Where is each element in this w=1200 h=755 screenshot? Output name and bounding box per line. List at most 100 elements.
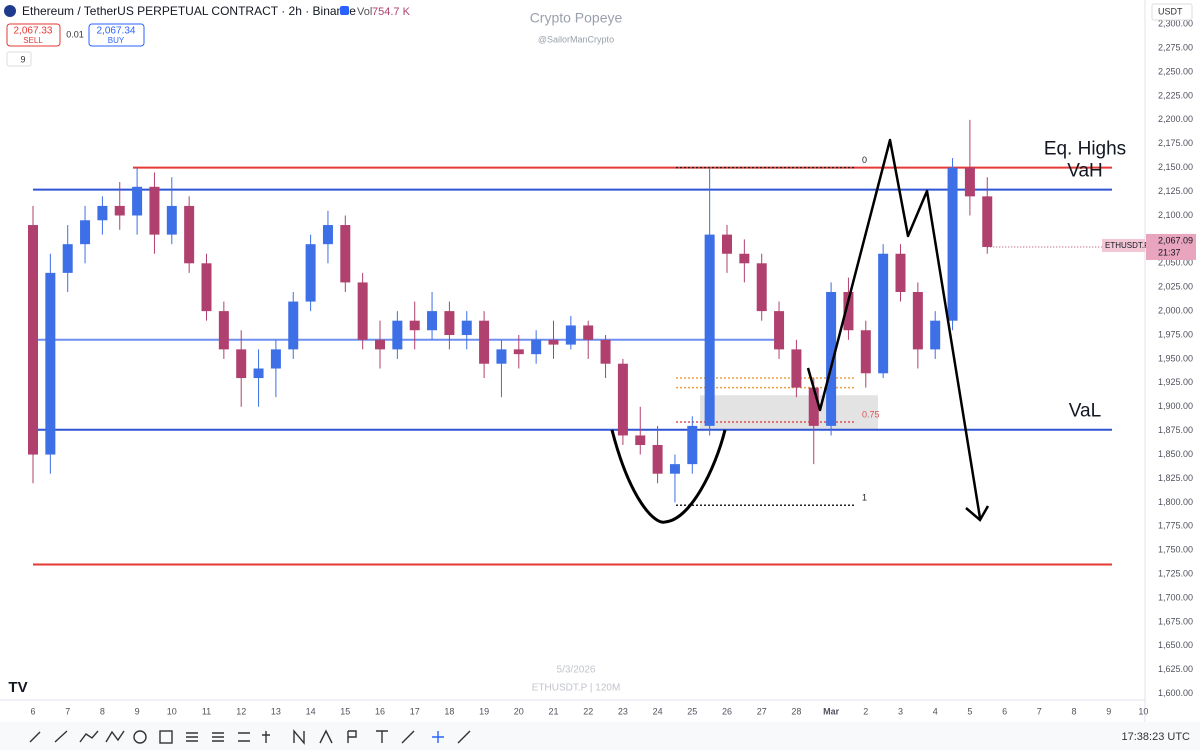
zone <box>700 395 878 430</box>
currency-button[interactable] <box>1151 3 1193 21</box>
y-tick-label: 2,300.00 <box>1158 19 1193 29</box>
x-tick-label: 3 <box>898 706 903 716</box>
x-tick-label: 18 <box>444 706 454 716</box>
candle-body <box>253 368 264 379</box>
x-tick-label: 17 <box>410 706 420 716</box>
x-tick-label: 27 <box>757 706 767 716</box>
indicator-count: 9 <box>20 54 25 64</box>
x-tick-label: 26 <box>722 706 732 716</box>
candle-body <box>774 311 785 350</box>
y-tick-label: 1,625.00 <box>1158 664 1193 674</box>
candle-body <box>652 445 663 474</box>
watermark-title: Crypto Popeye <box>530 10 623 26</box>
symbol-icon <box>4 5 16 17</box>
level-label: Eq. Highs <box>1044 139 1126 160</box>
candle-body <box>947 167 958 321</box>
candle-body <box>62 244 73 273</box>
candle-body <box>617 363 628 436</box>
candle-body <box>496 349 507 364</box>
y-tick-label: 2,100.00 <box>1158 210 1193 220</box>
candle-body <box>288 301 299 350</box>
x-tick-label: 4 <box>933 706 938 716</box>
tool-flag[interactable] <box>347 730 357 743</box>
last-price: 2,067.09 <box>1158 235 1193 245</box>
tool-cursor[interactable] <box>29 731 41 743</box>
candle-body <box>114 205 125 216</box>
tool-brush[interactable] <box>401 730 415 744</box>
buy-button[interactable] <box>88 23 145 47</box>
tool-channel[interactable] <box>212 732 224 742</box>
candle-body <box>444 311 455 336</box>
candle-body <box>201 263 212 312</box>
tool-measure[interactable] <box>457 730 471 744</box>
x-tick-label: 12 <box>236 706 246 716</box>
drawing-tools <box>29 729 471 745</box>
candle-body <box>930 320 941 350</box>
candle-body <box>479 320 490 364</box>
candle-body <box>45 272 56 455</box>
candle-body <box>80 220 91 245</box>
y-tick-label: 2,025.00 <box>1158 282 1193 292</box>
tool-polyline[interactable] <box>79 730 99 743</box>
candle-body <box>97 205 108 221</box>
indicator-toggle[interactable] <box>6 51 32 67</box>
sell-price: 2,067.33 <box>14 26 53 37</box>
x-tick-label: 22 <box>583 706 593 716</box>
x-tick-label: 6 <box>1002 706 1007 716</box>
y-tick-label: 1,900.00 <box>1158 401 1193 411</box>
tool-position[interactable] <box>262 731 270 743</box>
tool-fib[interactable] <box>186 732 198 742</box>
candle-body <box>739 253 750 264</box>
y-tick-label: 1,950.00 <box>1158 353 1193 363</box>
candle-body <box>236 349 247 379</box>
candle-body <box>826 291 837 426</box>
spread: 0.01 <box>66 29 84 39</box>
tool-text[interactable] <box>376 730 388 743</box>
x-tick-label: 20 <box>514 706 524 716</box>
x-tick-label: 15 <box>340 706 350 716</box>
plot: 1,600.00 1,625.00 1,650.00 1,675.00 1,700.00… <box>28 19 1196 716</box>
projection-path <box>806 138 982 519</box>
x-tick-label: 5 <box>967 706 972 716</box>
flag[interactable] <box>340 6 349 15</box>
x-tick-label: 11 <box>202 706 211 716</box>
x-tick-label: 13 <box>271 706 281 716</box>
tool-crosshair[interactable] <box>432 731 444 743</box>
tool-line[interactable] <box>54 730 68 743</box>
candle-body <box>322 225 333 245</box>
tv-logo: TV <box>8 679 27 696</box>
x-tick-label: 10 <box>1138 706 1148 716</box>
fib-label: 0.75 <box>862 409 880 419</box>
candle-body <box>427 311 438 331</box>
level-label: VaH <box>1067 161 1103 182</box>
x-tick-label: 14 <box>306 706 316 716</box>
y-tick-label: 1,750.00 <box>1158 545 1193 555</box>
candle-body <box>878 253 889 374</box>
tool-path[interactable] <box>105 730 125 743</box>
candle-body <box>28 225 38 455</box>
y-tick-label: 1,875.00 <box>1158 425 1193 435</box>
sell-button[interactable] <box>6 23 61 47</box>
candle-body <box>912 291 923 350</box>
tool-circle[interactable] <box>133 730 147 744</box>
candle-body <box>375 339 385 350</box>
tool-range[interactable] <box>238 732 250 742</box>
fib-label: 0 <box>862 155 867 165</box>
symbol-title: Ethereum / TetherUS PERPETUAL CONTRACT ·… <box>22 4 356 18</box>
y-tick-label: 2,175.00 <box>1158 138 1193 148</box>
y-tick-label: 2,225.00 <box>1158 90 1193 100</box>
tool-pattern[interactable] <box>293 729 305 745</box>
candle-body <box>531 339 542 355</box>
tool-rect[interactable] <box>159 730 173 744</box>
tool-elliott[interactable] <box>319 729 333 744</box>
x-tick-label: 23 <box>618 706 628 716</box>
candle-body <box>635 435 646 446</box>
buy-label: BUY <box>108 36 125 45</box>
y-tick-label: 1,600.00 <box>1158 688 1193 698</box>
last-symbol: ETHUSDT.P <box>1105 241 1149 250</box>
x-tick-label: 7 <box>1037 706 1042 716</box>
y-tick-label: 1,850.00 <box>1158 449 1193 459</box>
x-tick-label: 6 <box>30 706 35 716</box>
